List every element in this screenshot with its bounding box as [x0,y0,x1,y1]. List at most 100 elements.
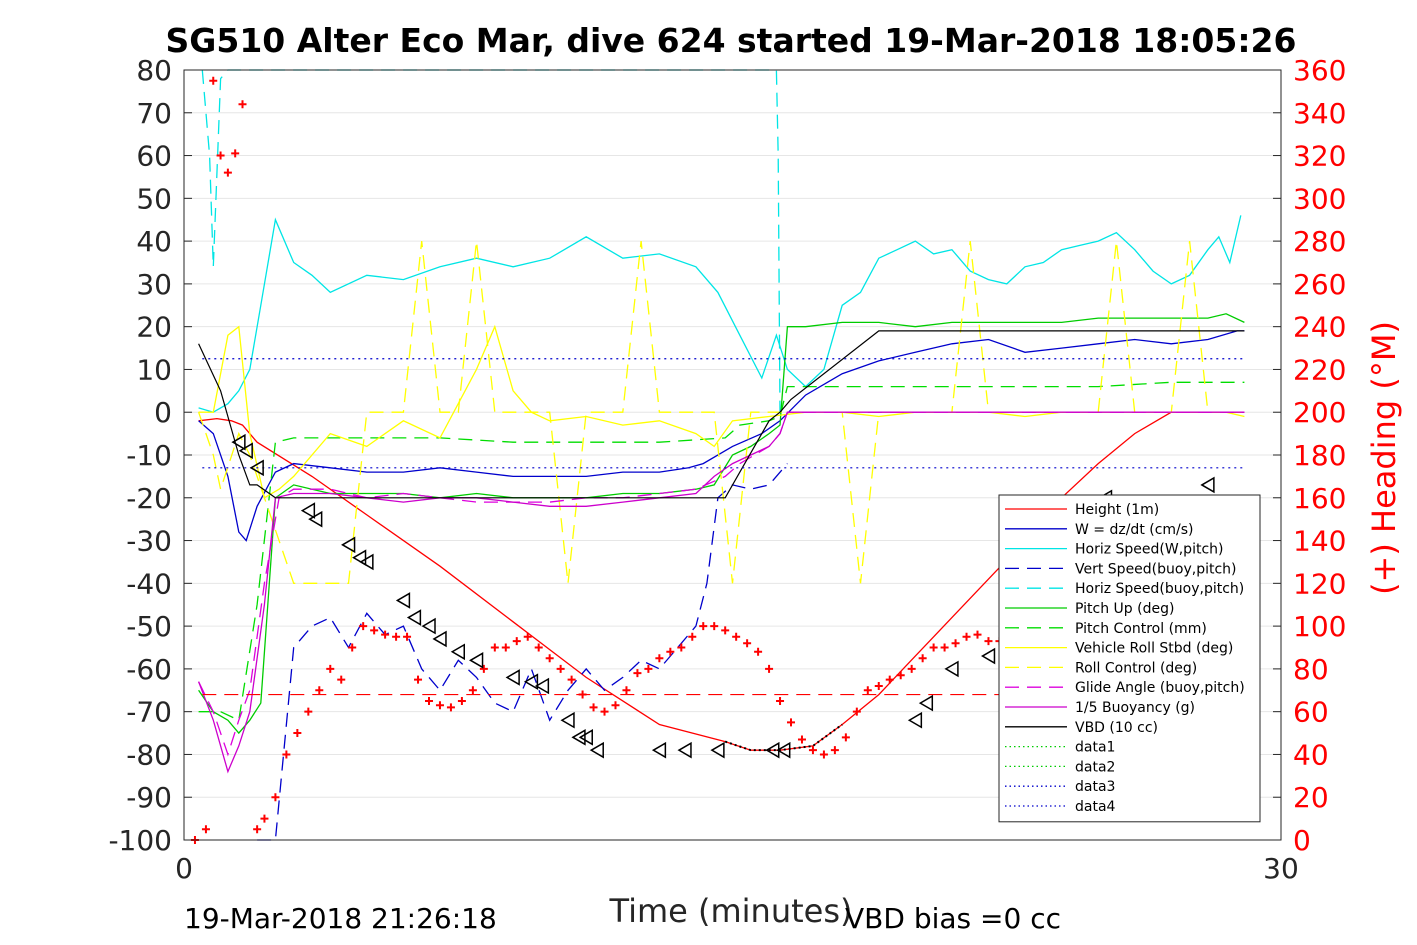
heading-point [534,643,543,652]
right-tick-label: 360 [1293,54,1346,87]
legend-label: data3 [1075,779,1115,795]
series-vert_buoy-line [257,463,788,841]
right-axis-ticks: 3603403203002802602402202001801601401201… [1273,54,1346,857]
heading-point [359,622,368,631]
legend-label: Roll Control (deg) [1075,660,1197,676]
heading-point [370,626,379,635]
x-axis-ticks: 0 30 [175,852,1299,885]
triangle-marker [651,741,667,759]
legend-label: Pitch Up (deg) [1075,601,1174,617]
heading-point [578,690,587,699]
right-tick-label: 80 [1293,653,1329,686]
heading-point [622,686,631,695]
right-tick-label: 140 [1293,525,1346,558]
heading-point [260,814,269,823]
heading-point [852,707,861,716]
right-tick-label: 280 [1293,225,1346,258]
left-tick-label: -60 [126,653,172,686]
heading-point [271,793,280,802]
left-tick-label: -40 [126,567,172,600]
right-tick-label: 320 [1293,140,1346,173]
legend-label: Vehicle Roll Stbd (deg) [1075,641,1233,657]
triangle-marker [359,553,374,571]
left-tick-label: -20 [126,482,172,515]
footer-vbd-bias: VBD bias =0 cc [845,902,1061,935]
right-tick-label: 100 [1293,610,1346,643]
triangle-marker [589,741,604,759]
chart-title: SG510 Alter Eco Mar, dive 624 started 19… [166,21,1297,60]
heading-point [326,664,335,673]
right-tick-label: 20 [1293,781,1329,814]
triangle-marker [352,549,367,566]
heading-point [611,701,620,710]
left-tick-label: -100 [108,824,172,857]
heading-point [721,626,730,635]
left-tick-label: 20 [136,311,172,344]
heading-point [282,750,291,759]
right-tick-label: 40 [1293,738,1329,771]
series-pitch_control-line [198,381,1245,722]
legend-label: data1 [1075,740,1115,756]
heading-point [743,639,752,648]
legend-label: Horiz Speed(W,pitch) [1075,542,1223,558]
heading-point [253,825,262,834]
heading-point [490,643,499,652]
heading-point [633,669,642,678]
heading-point [874,682,883,690]
heading-point [457,696,466,705]
heading-point [951,639,960,648]
legend-label: Horiz Speed(buoy,pitch) [1075,581,1244,597]
heading-point [644,664,653,673]
heading-point [589,703,598,712]
heading-point [787,718,796,727]
legend-label: Pitch Control (mm) [1075,621,1207,637]
heading-point [201,825,210,834]
heading-point [765,664,774,673]
triangle-marker [710,741,725,759]
heading-point [545,654,554,663]
triangle-marker [523,673,539,691]
heading-point [699,622,708,631]
heading-point [863,686,872,695]
right-tick-label: 260 [1293,268,1346,301]
left-tick-label: -30 [126,525,172,558]
triangle-marker [1200,476,1215,494]
right-tick-label: 160 [1293,482,1346,515]
heading-point [819,750,828,759]
heading-point [293,729,302,738]
heading-point [973,630,982,639]
triangle-marker [308,510,323,528]
heading-point [523,632,532,641]
legend-label: Vert Speed(buoy,pitch) [1075,561,1237,577]
legend-label: VBD (10 cc) [1075,720,1158,736]
triangle-marker [571,729,586,746]
heading-point [940,643,949,652]
left-tick-label: -80 [126,738,172,771]
x-tick-label: 30 [1263,852,1299,885]
heading-point [688,632,697,641]
legend-label: Height (1m) [1075,502,1159,518]
footer-timestamp: 19-Mar-2018 21:26:18 [184,902,497,935]
triangle-marker [231,433,246,451]
heading-point [216,151,225,160]
x-axis-label: Time (minutes) [609,892,853,930]
left-tick-label: -90 [126,781,172,814]
left-tick-label: 60 [136,140,172,173]
heading-point [315,686,324,695]
right-axis-label: (+) Heading (°M) [1365,321,1403,595]
heading-point [655,654,664,663]
triangle-marker [776,741,791,759]
heading-point [677,643,686,652]
triangle-marker [677,741,692,759]
right-tick-label: 120 [1293,567,1346,600]
triangle-marker [907,711,923,729]
legend-label: data2 [1075,759,1115,775]
right-tick-label: 60 [1293,696,1329,729]
heading-point [797,735,806,744]
heading-point [414,675,423,684]
legend-label: 1/5 Buoyancy (g) [1075,700,1195,716]
heading-point [929,643,938,652]
heading-point [754,647,763,656]
heading-point [830,746,839,755]
triangle-marker [560,711,575,729]
